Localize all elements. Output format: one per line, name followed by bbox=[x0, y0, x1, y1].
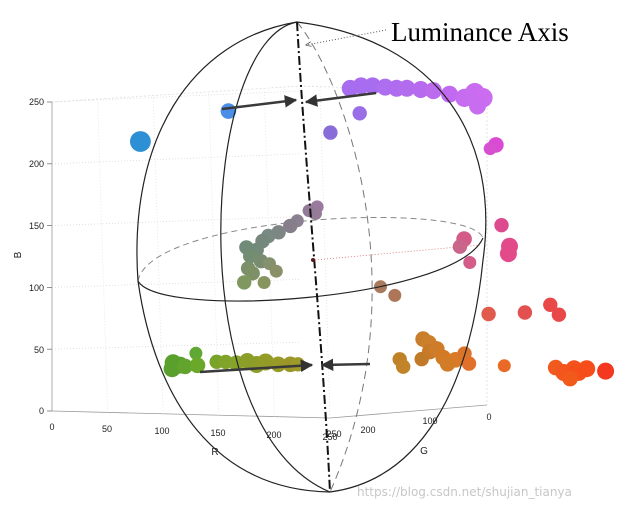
scatter-point bbox=[412, 81, 430, 98]
z-axis-label: B bbox=[13, 251, 24, 258]
scatter-point bbox=[177, 358, 193, 375]
scatter-point bbox=[257, 353, 275, 371]
sphere-front bbox=[136, 21, 487, 493]
arrow-violet-to-axis bbox=[304, 91, 377, 107]
ticks bbox=[47, 101, 52, 412]
z-tick-label: 100 bbox=[29, 283, 44, 293]
scatter-point bbox=[130, 131, 151, 152]
watermark: https://blog.csdn.net/shujian_tianya bbox=[357, 485, 572, 499]
scatter-point bbox=[302, 204, 316, 218]
meridian-front-arc bbox=[220, 21, 331, 493]
scatter-point bbox=[163, 360, 181, 378]
g-tick-label: 200 bbox=[360, 425, 375, 435]
scatter-point bbox=[578, 360, 596, 378]
scatter-point bbox=[517, 305, 533, 320]
z-tick-label: 50 bbox=[34, 345, 44, 355]
scatter-point bbox=[364, 77, 382, 95]
scatter-point bbox=[396, 359, 411, 374]
scatter-point bbox=[551, 307, 567, 322]
scatter-point bbox=[269, 264, 283, 278]
scatter-point bbox=[562, 370, 578, 387]
z-tick-label: 0 bbox=[39, 406, 44, 416]
scatter-point bbox=[494, 218, 509, 233]
scatter-point bbox=[283, 218, 298, 234]
scatter-point bbox=[452, 239, 468, 254]
scatter-point bbox=[352, 106, 367, 121]
scatter-point bbox=[243, 249, 258, 264]
sphere-center-marker bbox=[311, 258, 315, 262]
r-tick-label: 0 bbox=[49, 422, 54, 432]
center-dotted-line bbox=[314, 244, 481, 261]
g-tick-label: 250 bbox=[326, 429, 341, 439]
scatter-point bbox=[424, 82, 442, 100]
z-tick-label: 250 bbox=[29, 97, 44, 107]
scatter-points bbox=[130, 77, 615, 387]
r-gridline bbox=[97, 98, 108, 413]
equator-front-arc bbox=[137, 237, 484, 302]
projection-arrows bbox=[199, 91, 377, 374]
scatter-point bbox=[189, 357, 206, 374]
scatter-point bbox=[463, 256, 477, 269]
scatter-point bbox=[439, 356, 456, 372]
annotation-text: Luminance Axis bbox=[391, 17, 569, 47]
r-tick-label: 50 bbox=[102, 424, 112, 434]
luminance-axis-annotation: Luminance Axis bbox=[306, 17, 569, 47]
scatter-point bbox=[290, 357, 305, 372]
arrow-orange-to-axis bbox=[320, 358, 371, 372]
back-left-pane bbox=[52, 86, 330, 418]
scatter-point bbox=[245, 266, 260, 281]
g-tick-label: 0 bbox=[486, 412, 491, 422]
z-tick-label: 150 bbox=[29, 221, 44, 231]
equator-back-arc bbox=[137, 217, 484, 282]
scatter-point bbox=[483, 142, 497, 156]
r-tick-label: 200 bbox=[266, 430, 281, 440]
r-tick-labels: 0 50 100 150 200 250 bbox=[49, 422, 337, 442]
scatter-point bbox=[323, 125, 338, 140]
meridian-back-arc bbox=[296, 21, 373, 493]
z-tick-labels: 0 50 100 150 200 250 bbox=[29, 97, 44, 416]
scatter-point bbox=[257, 276, 271, 289]
scatter-point bbox=[189, 346, 203, 360]
g-tick-label: 100 bbox=[422, 416, 437, 426]
scatter-point bbox=[398, 79, 416, 97]
g-axis-line bbox=[329, 404, 488, 419]
arrow-blue-to-axis bbox=[221, 95, 298, 111]
scatter-point bbox=[441, 85, 458, 103]
r-axis-line bbox=[51, 410, 331, 419]
z-tick-label: 200 bbox=[29, 159, 44, 169]
r-tick-label: 100 bbox=[154, 426, 169, 436]
scatter-point bbox=[237, 275, 252, 290]
g-axis-label: G bbox=[420, 446, 428, 457]
scatter-point bbox=[543, 297, 558, 312]
scatter-point bbox=[469, 97, 486, 115]
back-top-edge bbox=[51, 85, 301, 103]
scatter-point bbox=[497, 359, 511, 373]
sphere bbox=[137, 21, 484, 493]
scatter-point bbox=[414, 351, 429, 367]
scatter-point bbox=[388, 288, 402, 302]
r-tick-label: 150 bbox=[210, 428, 225, 438]
r-axis-label: R bbox=[211, 447, 218, 458]
luminance-axis-line bbox=[296, 21, 331, 493]
scatter-point bbox=[501, 237, 518, 255]
scatter-point bbox=[481, 306, 496, 322]
scatter-point bbox=[597, 362, 615, 380]
r-tick-label: 250 bbox=[322, 432, 337, 442]
r-gridline bbox=[319, 86, 331, 419]
g-tick-labels: 0 100 200 250 bbox=[326, 412, 491, 439]
arrow-green-to-axis bbox=[199, 359, 314, 374]
scatter-point bbox=[461, 356, 477, 371]
r-gridline bbox=[152, 95, 164, 414]
